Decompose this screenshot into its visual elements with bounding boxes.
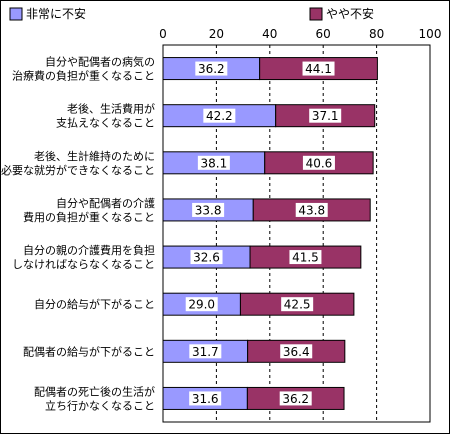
data-label-bg-1-2 [302,61,335,76]
data-label-3-2: 40.6 [306,156,333,170]
category-label-8-line-2: 立ち行かなくなること [45,398,155,412]
data-label-bg-5-1 [190,250,223,265]
legend-swatch-1 [9,7,23,21]
data-label-2-2: 37.1 [312,109,339,123]
data-label-4-2: 43.8 [298,203,325,217]
plot-area [162,44,431,423]
data-label-bg-4-2 [295,202,328,217]
data-label-7-1: 31.7 [192,345,219,359]
category-label-4-line-2: 費用の負担が重くなること [23,210,155,224]
data-label-7-2: 36.4 [283,345,310,359]
data-label-5-2: 41.5 [292,251,319,265]
data-label-bg-3-1 [197,155,230,170]
data-label-1-1: 36.2 [198,62,225,76]
category-label-3-line-2: 必要な就労ができなくなること [1,163,155,177]
category-label-3-line-1: 老後、生計維持のために [34,149,155,163]
category-label-5-line-1: 自分の親の介護費用を負担 [23,243,155,257]
data-label-bg-1-1 [195,61,228,76]
category-label-5-line-2: しなければならなくなること [12,258,155,271]
data-label-bg-4-1 [192,202,225,217]
category-label-1-line-1: 自分や配偶者の病気の [45,55,155,69]
category-label-6: 自分の給与が下がること [34,297,155,311]
category-label-1-line-2: 治療費の負担が重くなること [12,69,155,83]
data-label-bg-2-1 [203,108,236,123]
category-label-8-line-1: 配偶者の死亡後の生活が [34,384,155,398]
data-label-2-1: 42.2 [206,109,233,123]
data-label-bg-7-1 [189,344,222,359]
category-label-4-line-1: 自分や配偶者の介護 [56,196,155,210]
data-label-6-2: 42.5 [284,298,311,312]
data-label-4-1: 33.8 [195,203,222,217]
data-label-bg-6-1 [185,297,218,312]
data-label-bg-8-2 [279,391,312,406]
data-label-8-2: 36.2 [282,392,309,406]
legend-label-1: 非常に不安 [26,6,86,21]
data-label-bg-6-2 [281,297,314,312]
data-label-bg-7-2 [280,344,313,359]
category-label-2-line-1: 老後、生活費用が [67,102,155,116]
x-tick-label-0: 0 [159,27,167,41]
data-label-8-1: 31.6 [192,392,219,406]
x-tick-label-40: 40 [262,27,277,41]
data-label-1-2: 44.1 [305,62,332,76]
data-label-3-1: 38.1 [201,156,228,170]
category-label-2-line-2: 支払えなくなること [56,116,155,130]
category-label-7: 配偶者の給与が下がること [23,344,155,358]
x-tick-label-60: 60 [316,27,331,41]
data-label-bg-8-1 [189,391,222,406]
data-label-bg-2-2 [309,108,342,123]
x-tick-label-20: 20 [209,27,224,41]
data-label-6-1: 29.0 [188,298,215,312]
x-tick-label-80: 80 [369,27,384,41]
data-label-5-1: 32.6 [193,251,220,265]
legend-label-2: やや不安 [326,6,374,21]
data-label-bg-3-2 [302,155,335,170]
data-label-bg-5-2 [289,250,322,265]
x-tick-label-100: 100 [419,27,442,41]
legend-swatch-2 [309,7,323,21]
